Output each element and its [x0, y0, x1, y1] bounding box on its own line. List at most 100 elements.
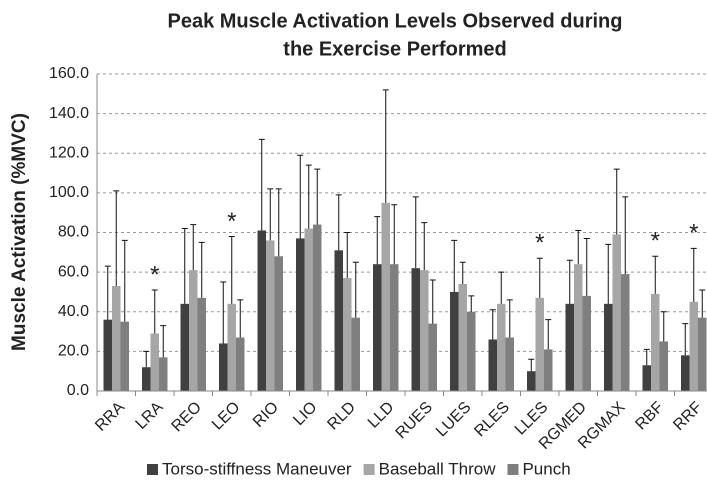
error-bar	[643, 348, 650, 366]
bar	[266, 240, 275, 391]
bar	[112, 285, 121, 391]
bar	[642, 365, 651, 391]
x-tick-label: LRA	[133, 399, 167, 433]
bar	[505, 337, 514, 391]
bar	[257, 230, 266, 391]
error-bar	[237, 299, 244, 338]
x-tick-label: LIO	[290, 399, 320, 429]
error-bar	[335, 194, 342, 251]
error-bar	[220, 281, 227, 344]
error-bar	[198, 241, 205, 298]
y-tick-label: 60.0	[58, 263, 89, 280]
y-tick-label: 160.0	[49, 65, 89, 82]
significance-marker: *	[651, 228, 660, 255]
bar	[574, 264, 583, 391]
chart-title: the Exercise Performed	[283, 38, 506, 60]
error-bar	[160, 325, 167, 358]
x-tick-label: RRA	[92, 399, 128, 435]
legend-swatch	[363, 464, 375, 475]
bar	[698, 317, 707, 391]
bar	[458, 284, 467, 391]
bar	[296, 238, 305, 391]
error-bar	[652, 255, 659, 294]
error-bar	[489, 309, 496, 340]
error-bar	[429, 279, 436, 324]
bar	[334, 250, 343, 391]
error-bar	[498, 271, 505, 304]
error-bar	[258, 138, 265, 231]
error-bar	[506, 299, 513, 338]
bar	[120, 321, 129, 391]
error-bar	[536, 257, 543, 298]
y-tick-label: 40.0	[58, 303, 89, 320]
bar	[527, 371, 536, 391]
bar	[159, 357, 168, 391]
error-bar	[374, 216, 381, 265]
error-bar	[605, 243, 612, 304]
bar	[197, 297, 206, 391]
x-tick-label: RIO	[250, 399, 282, 431]
bar	[150, 333, 159, 391]
error-bar	[622, 196, 629, 275]
y-axis-label: Muscle Activation (%MVC)	[9, 113, 30, 351]
x-tick-label: RUES	[393, 399, 436, 442]
error-bar	[352, 261, 359, 318]
error-bar	[391, 204, 398, 265]
x-tick-label: RLD	[324, 399, 359, 434]
bar	[180, 303, 189, 391]
bar	[582, 295, 591, 391]
error-bar	[113, 190, 120, 286]
x-tick-label: RLES	[471, 399, 513, 441]
bar	[565, 303, 574, 391]
x-tick-label: LEO	[209, 399, 244, 434]
bar	[621, 274, 630, 391]
error-bar	[690, 247, 697, 302]
bar	[103, 319, 112, 391]
bar	[659, 341, 668, 391]
y-tick-label: 20.0	[58, 343, 89, 360]
bar	[428, 323, 437, 391]
x-tick-label: REO	[169, 399, 206, 436]
error-bar	[305, 164, 312, 229]
bar	[390, 264, 399, 391]
error-bar	[143, 350, 150, 368]
error-bar	[297, 154, 304, 239]
error-bar	[190, 224, 197, 271]
error-bar	[421, 222, 428, 271]
bar	[681, 355, 690, 391]
error-bar	[545, 319, 552, 350]
y-tick-label: 0.0	[67, 382, 89, 399]
error-bar	[412, 196, 419, 269]
bar	[351, 317, 360, 391]
error-bar	[468, 295, 475, 312]
bar	[612, 234, 621, 391]
error-bar	[699, 289, 706, 318]
error-bar	[660, 311, 667, 342]
error-bar	[104, 265, 111, 320]
bar	[142, 367, 151, 391]
legend-label: Punch	[522, 459, 570, 478]
x-tick-label: RBF	[632, 399, 667, 434]
error-bar	[613, 168, 620, 235]
x-tick-label: LUES	[433, 399, 475, 441]
bar	[381, 202, 390, 391]
error-bar	[314, 168, 321, 225]
y-tick-label: 80.0	[58, 224, 89, 241]
significance-marker: *	[150, 261, 159, 288]
error-bar	[459, 261, 466, 285]
x-tick-label: RRF	[670, 399, 705, 434]
y-tick-label: 120.0	[49, 144, 89, 161]
error-bar	[575, 230, 582, 265]
bar	[343, 278, 352, 391]
bar	[497, 303, 506, 391]
error-bar	[267, 188, 274, 241]
bar	[304, 228, 313, 391]
chart-title: Peak Muscle Activation Levels Observed d…	[168, 10, 623, 32]
error-bar	[528, 358, 535, 372]
y-tick-label: 140.0	[49, 105, 89, 122]
error-bar	[566, 259, 573, 304]
bar	[227, 303, 236, 391]
error-bar	[583, 237, 590, 296]
bar	[689, 301, 698, 391]
